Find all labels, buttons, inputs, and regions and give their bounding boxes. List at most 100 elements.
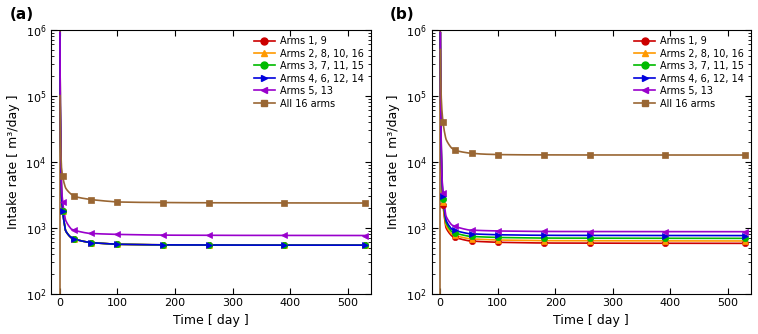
Arms 1, 9	[293, 243, 302, 247]
Arms 4, 6, 12, 14	[293, 243, 302, 247]
Arms 4, 6, 12, 14	[179, 243, 188, 247]
Arms 5, 13	[741, 230, 750, 234]
Arms 2, 8, 10, 16	[645, 239, 654, 243]
Arms 5, 13	[293, 233, 302, 237]
Arms 3, 7, 11, 15	[360, 243, 369, 247]
X-axis label: Time [ day ]: Time [ day ]	[553, 314, 629, 327]
Arms 3, 7, 11, 15	[741, 236, 750, 240]
Arms 5, 13	[190, 233, 199, 237]
Arms 3, 7, 11, 15	[674, 236, 683, 240]
Arms 4, 6, 12, 14	[190, 243, 199, 247]
Arms 2, 8, 10, 16	[360, 243, 369, 247]
Arms 4, 6, 12, 14	[265, 243, 274, 247]
Arms 4, 6, 12, 14	[645, 233, 654, 237]
Line: Arms 1, 9: Arms 1, 9	[440, 33, 745, 243]
Arms 1, 9	[280, 243, 289, 247]
Arms 1, 9	[741, 241, 750, 245]
Line: All 16 arms: All 16 arms	[60, 96, 365, 203]
Arms 4, 6, 12, 14	[559, 233, 568, 237]
All 16 arms	[86, 197, 96, 201]
Arms 4, 6, 12, 14	[674, 233, 683, 237]
Arms 1, 9	[55, 31, 64, 35]
Arms 5, 13	[360, 233, 369, 237]
Arms 4, 6, 12, 14	[679, 233, 688, 237]
Arms 5, 13	[179, 233, 188, 237]
Arms 3, 7, 11, 15	[299, 243, 308, 247]
Line: Arms 5, 13: Arms 5, 13	[60, 33, 365, 235]
Arms 3, 7, 11, 15	[280, 243, 289, 247]
All 16 arms	[299, 201, 308, 205]
Arms 3, 7, 11, 15	[645, 236, 654, 240]
Arms 4, 6, 12, 14	[86, 240, 96, 244]
All 16 arms	[674, 153, 683, 157]
All 16 arms	[467, 151, 476, 155]
Arms 2, 8, 10, 16	[570, 239, 579, 243]
Legend: Arms 1, 9, Arms 2, 8, 10, 16, Arms 3, 7, 11, 15, Arms 4, 6, 12, 14, Arms 5, 13, : Arms 1, 9, Arms 2, 8, 10, 16, Arms 3, 7,…	[632, 34, 746, 111]
Arms 5, 13	[86, 231, 96, 235]
X-axis label: Time [ day ]: Time [ day ]	[173, 314, 249, 327]
All 16 arms	[436, 47, 445, 51]
Arms 4, 6, 12, 14	[436, 31, 445, 35]
Arms 3, 7, 11, 15	[467, 234, 476, 238]
Arms 4, 6, 12, 14	[280, 243, 289, 247]
Arms 4, 6, 12, 14	[299, 243, 308, 247]
Arms 2, 8, 10, 16	[559, 239, 568, 243]
All 16 arms	[660, 153, 669, 157]
Arms 3, 7, 11, 15	[570, 236, 579, 240]
Arms 5, 13	[436, 31, 445, 35]
Arms 2, 8, 10, 16	[190, 243, 199, 247]
Arms 2, 8, 10, 16	[299, 243, 308, 247]
Line: Arms 4, 6, 12, 14: Arms 4, 6, 12, 14	[440, 33, 745, 235]
Arms 3, 7, 11, 15	[190, 243, 199, 247]
Arms 5, 13	[55, 31, 64, 35]
Text: (a): (a)	[10, 7, 34, 22]
Arms 1, 9	[674, 241, 683, 245]
Arms 1, 9	[265, 243, 274, 247]
All 16 arms	[559, 153, 568, 157]
Arms 1, 9	[679, 241, 688, 245]
Arms 3, 7, 11, 15	[86, 240, 96, 244]
Arms 2, 8, 10, 16	[436, 31, 445, 35]
Arms 5, 13	[467, 228, 476, 232]
Arms 2, 8, 10, 16	[265, 243, 274, 247]
Arms 3, 7, 11, 15	[436, 31, 445, 35]
Line: Arms 3, 7, 11, 15: Arms 3, 7, 11, 15	[60, 33, 365, 245]
All 16 arms	[190, 201, 199, 205]
Arms 4, 6, 12, 14	[467, 232, 476, 236]
Arms 2, 8, 10, 16	[679, 239, 688, 243]
Arms 2, 8, 10, 16	[55, 31, 64, 35]
Arms 5, 13	[645, 229, 654, 233]
All 16 arms	[293, 201, 302, 205]
Line: Arms 1, 9: Arms 1, 9	[60, 33, 365, 245]
All 16 arms	[55, 94, 64, 98]
Arms 4, 6, 12, 14	[570, 233, 579, 237]
Arms 1, 9	[467, 239, 476, 243]
Arms 2, 8, 10, 16	[674, 239, 683, 243]
Line: Arms 4, 6, 12, 14: Arms 4, 6, 12, 14	[60, 33, 365, 245]
Arms 1, 9	[299, 243, 308, 247]
All 16 arms	[570, 153, 579, 157]
Arms 2, 8, 10, 16	[280, 243, 289, 247]
Arms 3, 7, 11, 15	[265, 243, 274, 247]
Line: Arms 3, 7, 11, 15: Arms 3, 7, 11, 15	[440, 33, 745, 238]
Arms 3, 7, 11, 15	[55, 31, 64, 35]
Arms 1, 9	[360, 243, 369, 247]
Arms 5, 13	[265, 233, 274, 237]
Arms 1, 9	[86, 240, 96, 244]
Arms 2, 8, 10, 16	[179, 243, 188, 247]
All 16 arms	[179, 201, 188, 205]
Arms 5, 13	[679, 230, 688, 234]
Line: Arms 2, 8, 10, 16: Arms 2, 8, 10, 16	[60, 33, 365, 245]
Arms 1, 9	[645, 241, 654, 245]
Arms 5, 13	[674, 230, 683, 234]
Arms 5, 13	[559, 229, 568, 233]
Arms 3, 7, 11, 15	[179, 243, 188, 247]
Arms 2, 8, 10, 16	[293, 243, 302, 247]
Arms 4, 6, 12, 14	[360, 243, 369, 247]
Arms 1, 9	[190, 243, 199, 247]
Arms 2, 8, 10, 16	[86, 240, 96, 244]
Arms 1, 9	[559, 241, 568, 245]
Y-axis label: Intake rate [ m³/day ]: Intake rate [ m³/day ]	[7, 95, 20, 229]
Arms 2, 8, 10, 16	[741, 239, 750, 243]
Arms 3, 7, 11, 15	[559, 236, 568, 240]
